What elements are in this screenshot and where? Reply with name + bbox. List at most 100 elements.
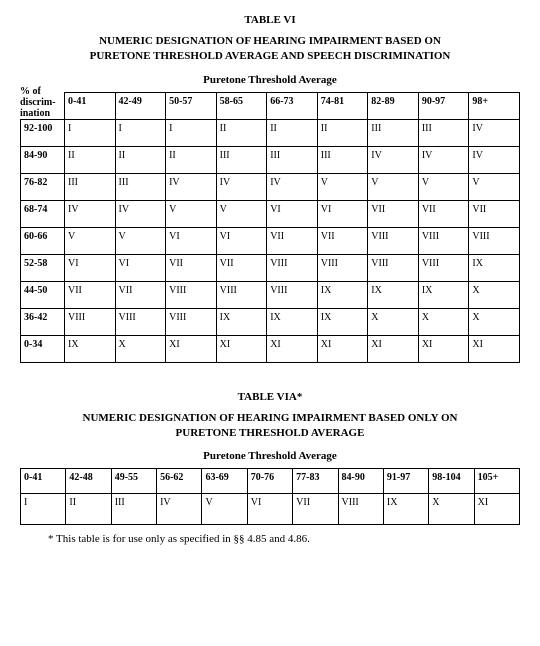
table2-col-1: 42-48 xyxy=(66,469,111,494)
table1-col-0: 0-41 xyxy=(65,92,116,119)
table2-col-8: 91-97 xyxy=(383,469,428,494)
table1-cell: III xyxy=(368,119,419,146)
table1-col-4: 66-73 xyxy=(267,92,318,119)
table1-title: NUMERIC DESIGNATION OF HEARING IMPAIRMEN… xyxy=(20,34,520,64)
table1-col-1: 42-49 xyxy=(115,92,166,119)
table-row: 0-34IXXXIXIXIXIXIXIXI xyxy=(21,335,520,362)
table1-cell: V xyxy=(65,227,116,254)
table1-cell: VII xyxy=(418,200,469,227)
table1-header-row: 0-41 42-49 50-57 58-65 66-73 74-81 82-89… xyxy=(21,92,520,119)
table-row: 92-100IIIIIIIIIIIIIIIIV xyxy=(21,119,520,146)
table1-cell: VII xyxy=(267,227,318,254)
table2-cell-2: III xyxy=(111,494,156,525)
table2-col-5: 70-76 xyxy=(247,469,292,494)
table1-cell: IV xyxy=(216,173,267,200)
table1-cell: X xyxy=(368,308,419,335)
table2-title: NUMERIC DESIGNATION OF HEARING IMPAIRMEN… xyxy=(20,411,520,441)
pct-label-l3: ination xyxy=(20,108,50,119)
table1-col-2: 50-57 xyxy=(166,92,217,119)
table1-rowlabel: 36-42 xyxy=(21,308,65,335)
pct-label-l1: % of xyxy=(20,86,41,97)
table-row: 76-82IIIIIIIVIVIVVVVV xyxy=(21,173,520,200)
table-row: 44-50VIIVIIVIIIVIIIVIIIIXIXIXX xyxy=(21,281,520,308)
table1-cell: VI xyxy=(115,254,166,281)
table1-cell: IV xyxy=(115,200,166,227)
table1-cell: III xyxy=(115,173,166,200)
table1-cell: XI xyxy=(469,335,520,362)
table1-cell: VIII xyxy=(267,254,318,281)
table2-col-9: 98-104 xyxy=(429,469,474,494)
table1-cell: VIII xyxy=(469,227,520,254)
table1-cell: IX xyxy=(267,308,318,335)
table1-cell: III xyxy=(267,146,318,173)
table1-wrap: % of discrim- ination 0-41 42-49 50-57 5… xyxy=(20,92,520,363)
table1-cell: IX xyxy=(65,335,116,362)
table1-cell: III xyxy=(418,119,469,146)
table1-cell: XI xyxy=(216,335,267,362)
table1-cell: VIII xyxy=(115,308,166,335)
table1-cell: VIII xyxy=(368,227,419,254)
table1-col-6: 82-89 xyxy=(368,92,419,119)
table1-cell: III xyxy=(317,146,368,173)
table-row: 68-74IVIVVVVIVIVIIVIIVII xyxy=(21,200,520,227)
table1-number: TABLE VI xyxy=(20,14,520,26)
table2-cell-6: VII xyxy=(293,494,338,525)
table2-cell-9: X xyxy=(429,494,474,525)
table2-cell-7: VIII xyxy=(338,494,383,525)
table1-cell: VIII xyxy=(418,227,469,254)
table1-cell: X xyxy=(418,308,469,335)
table1-cell: VII xyxy=(368,200,419,227)
table1-cell: V xyxy=(469,173,520,200)
table1-col-7: 90-97 xyxy=(418,92,469,119)
table1-rowlabel: 92-100 xyxy=(21,119,65,146)
table1-cell: IX xyxy=(469,254,520,281)
table1-cell: VIII xyxy=(368,254,419,281)
table1-rowlabel: 76-82 xyxy=(21,173,65,200)
table1-cell: VII xyxy=(469,200,520,227)
table1-cell: II xyxy=(267,119,318,146)
table1-cell: II xyxy=(166,146,217,173)
table2-cell-0: I xyxy=(21,494,66,525)
table1-cell: VIII xyxy=(317,254,368,281)
table2-cell-3: IV xyxy=(157,494,202,525)
table1-cell: IV xyxy=(65,200,116,227)
table1-cell: VII xyxy=(317,227,368,254)
table1-cell: XI xyxy=(418,335,469,362)
table2-cell-8: IX xyxy=(383,494,428,525)
table-row: 60-66VVVIVIVIIVIIVIIIVIIIVIII xyxy=(21,227,520,254)
table1-cell: II xyxy=(65,146,116,173)
table1-cell: V xyxy=(317,173,368,200)
table1-col-5: 74-81 xyxy=(317,92,368,119)
table1-rowlabel: 60-66 xyxy=(21,227,65,254)
table1-cell: IV xyxy=(166,173,217,200)
table2-subheading: Puretone Threshold Average xyxy=(20,450,520,462)
table1-subheading: Puretone Threshold Average xyxy=(20,74,520,86)
table1-rowlabel: 44-50 xyxy=(21,281,65,308)
table1-cell: IX xyxy=(317,308,368,335)
table1-cell: VIII xyxy=(216,281,267,308)
table1-cell: XI xyxy=(166,335,217,362)
table1-cell: VIII xyxy=(166,281,217,308)
table1-cell: III xyxy=(216,146,267,173)
table1-cell: XI xyxy=(317,335,368,362)
table1-title-line1: NUMERIC DESIGNATION OF HEARING IMPAIRMEN… xyxy=(99,35,441,47)
table1-rowlabel: 0-34 xyxy=(21,335,65,362)
table1-cell: VIII xyxy=(166,308,217,335)
table2-cell-10: XI xyxy=(474,494,519,525)
table1-cell: II xyxy=(317,119,368,146)
table1-rowlabel: 68-74 xyxy=(21,200,65,227)
table1-rowlabel: 84-90 xyxy=(21,146,65,173)
table2-number: TABLE VIA* xyxy=(20,391,520,403)
table1-cell: V xyxy=(368,173,419,200)
table1-cell: IV xyxy=(267,173,318,200)
table1-cell: VIII xyxy=(418,254,469,281)
table1-cell: VII xyxy=(166,254,217,281)
table1-title-line2: PURETONE THRESHOLD AVERAGE AND SPEECH DI… xyxy=(90,50,451,62)
table1-cell: X xyxy=(469,281,520,308)
table1-cell: VII xyxy=(115,281,166,308)
table1-cell: II xyxy=(115,146,166,173)
table2: 0-41 42-48 49-55 56-62 63-69 70-76 77-83… xyxy=(20,468,520,525)
table1-cell: IX xyxy=(317,281,368,308)
table1-cell: VII xyxy=(65,281,116,308)
table1-cell: IV xyxy=(469,119,520,146)
